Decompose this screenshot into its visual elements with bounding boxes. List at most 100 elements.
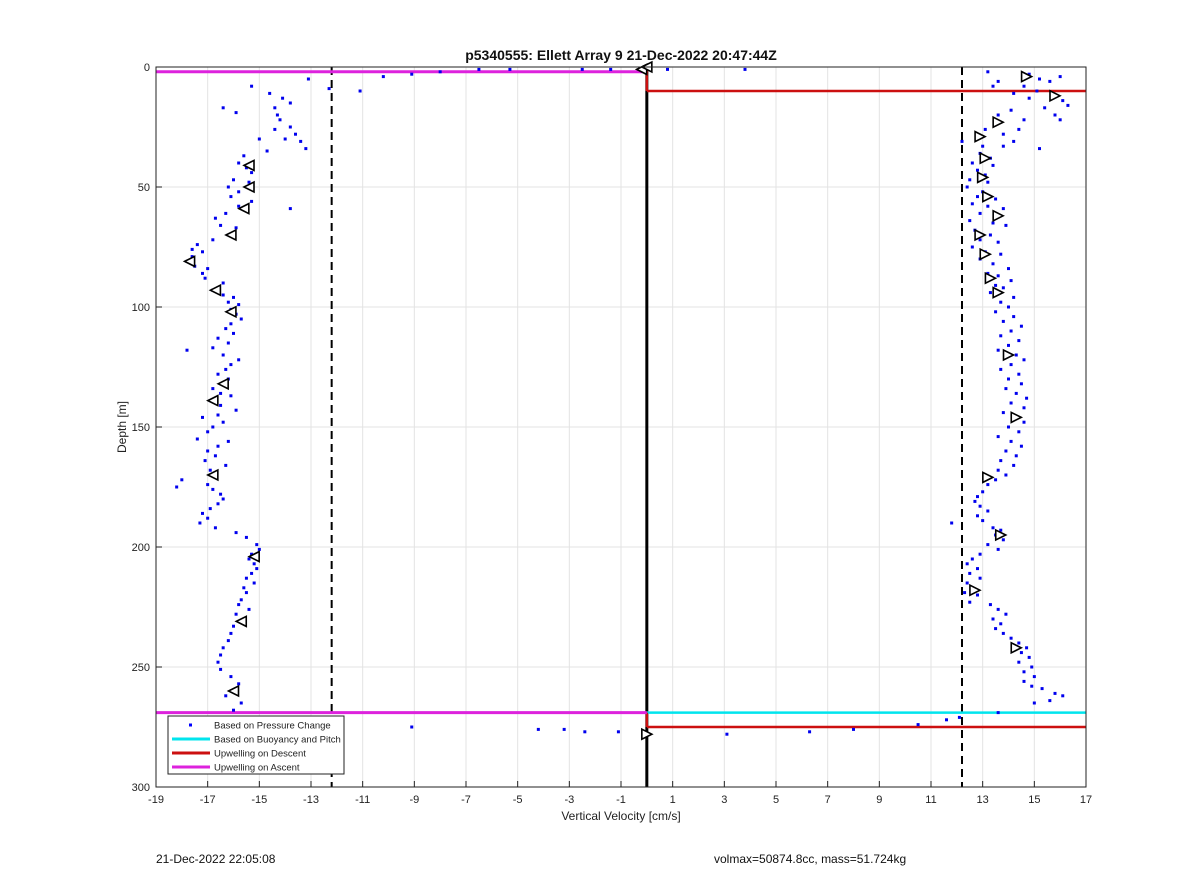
pressure-point-ascent [1012, 295, 1016, 299]
pressure-point-descent [224, 463, 228, 467]
pressure-point-ascent [970, 161, 974, 165]
pressure-point-ascent [986, 180, 990, 184]
pressure-point-ascent [991, 617, 995, 621]
pressure-point-descent [211, 425, 215, 429]
pressure-point-descent [185, 348, 189, 352]
pressure-point-ascent [1030, 684, 1034, 688]
pressure-point-ascent [976, 514, 979, 518]
x-tick-label: 9 [876, 794, 882, 806]
buoyancy-marker-ascent [1010, 641, 1024, 655]
pressure-point-ascent [996, 240, 1000, 244]
pressure-point-descent [616, 730, 620, 734]
pressure-point-ascent [991, 526, 995, 530]
pressure-point-ascent [957, 715, 961, 719]
pressure-point-descent [219, 653, 223, 657]
pressure-point-descent [213, 454, 217, 458]
x-tick-label: 3 [721, 794, 727, 806]
legend-label: Upwelling on Ascent [214, 763, 300, 774]
pressure-point-ascent [1019, 382, 1023, 386]
pressure-point-ascent [1009, 108, 1013, 112]
buoyancy-marker-ascent [1002, 348, 1016, 362]
buoyancy-marker-descent [242, 159, 255, 172]
pressure-point-descent [232, 331, 235, 335]
pressure-point-descent [278, 118, 282, 122]
pressure-point-ascent [994, 310, 998, 314]
pressure-point-ascent [1001, 631, 1005, 635]
buoyancy-marker-descent [224, 228, 237, 242]
pressure-point-descent [255, 567, 259, 571]
pressure-point-ascent [978, 211, 982, 215]
x-tick-label: -15 [251, 794, 267, 806]
pressure-point-ascent [1001, 319, 1005, 323]
pressure-point-descent [206, 516, 210, 520]
pressure-point-descent [237, 204, 241, 208]
x-tick-label: -9 [409, 794, 419, 806]
pressure-point-descent [226, 639, 230, 643]
pressure-point-ascent [1061, 694, 1065, 698]
pressure-point-descent [175, 485, 179, 489]
pressure-point-ascent [1004, 223, 1008, 227]
pressure-point-ascent [996, 113, 1000, 117]
pressure-point-ascent [1012, 463, 1016, 467]
y-axis-label: Depth [m] [115, 401, 129, 453]
pressure-point-descent [224, 694, 228, 698]
pressure-point-descent [237, 190, 241, 194]
pressure-point-descent [221, 281, 225, 285]
pressure-point-descent [208, 468, 212, 472]
pressure-point-descent [327, 87, 331, 91]
pressure-point-ascent [1022, 118, 1026, 122]
pressure-point-descent [255, 543, 259, 547]
pressure-point-descent [265, 149, 269, 153]
pressure-point-descent [281, 96, 285, 100]
pressure-point-ascent [1001, 538, 1005, 542]
pressure-point-ascent [999, 300, 1003, 304]
pressure-point-descent [201, 271, 204, 275]
pressure-point-descent [226, 439, 230, 443]
pressure-point-ascent [965, 581, 969, 585]
pressure-point-ascent [976, 495, 979, 499]
legend-box [167, 715, 345, 775]
buoyancy-marker-ascent [1049, 89, 1062, 103]
x-tick-label: 15 [1028, 794, 1040, 806]
pressure-point-descent [201, 511, 204, 515]
pressure-point-descent [250, 84, 254, 88]
y-tick-label: 200 [132, 542, 150, 554]
pressure-point-descent [239, 317, 243, 321]
buoyancy-marker-ascent [974, 130, 987, 143]
pressure-point-descent [211, 346, 215, 350]
pressure-point-ascent [986, 509, 990, 513]
pressure-point-ascent [1017, 430, 1021, 434]
pressure-point-ascent [968, 571, 972, 575]
pressure-point-descent [216, 444, 220, 448]
buoyancy-marker-descent [247, 550, 260, 563]
plot-area: -19 -17 -15 -13 -11 -9 -7 -5 -3 -1 1 3 5 7 9 11 13 15 1705… [132, 60, 1092, 806]
pressure-point-ascent [1061, 99, 1065, 103]
buoyancy-marker-descent [206, 394, 219, 407]
pressure-point-descent [226, 341, 230, 345]
pressure-point-ascent [963, 591, 967, 595]
y-tick-label: 300 [132, 782, 150, 794]
pressure-point-descent [288, 207, 292, 211]
pressure-point-ascent [981, 144, 985, 148]
pressure-point-ascent [978, 552, 982, 556]
pressure-point-descent [288, 125, 292, 129]
pressure-point-descent [216, 502, 220, 506]
pressure-point-descent [477, 67, 481, 71]
pressure-point-descent [580, 67, 584, 71]
pressure-point-ascent [983, 127, 987, 131]
pressure-point-descent [206, 430, 210, 434]
pressure-point-descent [273, 106, 277, 110]
pressure-point-ascent [978, 504, 982, 508]
pressure-point-descent [508, 67, 512, 71]
pressure-point-descent [306, 77, 310, 81]
pressure-point-descent [257, 547, 261, 551]
pressure-point-ascent [976, 168, 979, 172]
pressure-point-descent [221, 106, 225, 110]
buoyancy-marker-ascent [982, 471, 995, 484]
pressure-point-ascent [1009, 329, 1013, 333]
legend-symbol [189, 723, 192, 727]
pressure-point-descent [221, 293, 225, 297]
pressure-point-descent [226, 300, 230, 304]
pressure-point-descent [216, 372, 220, 376]
